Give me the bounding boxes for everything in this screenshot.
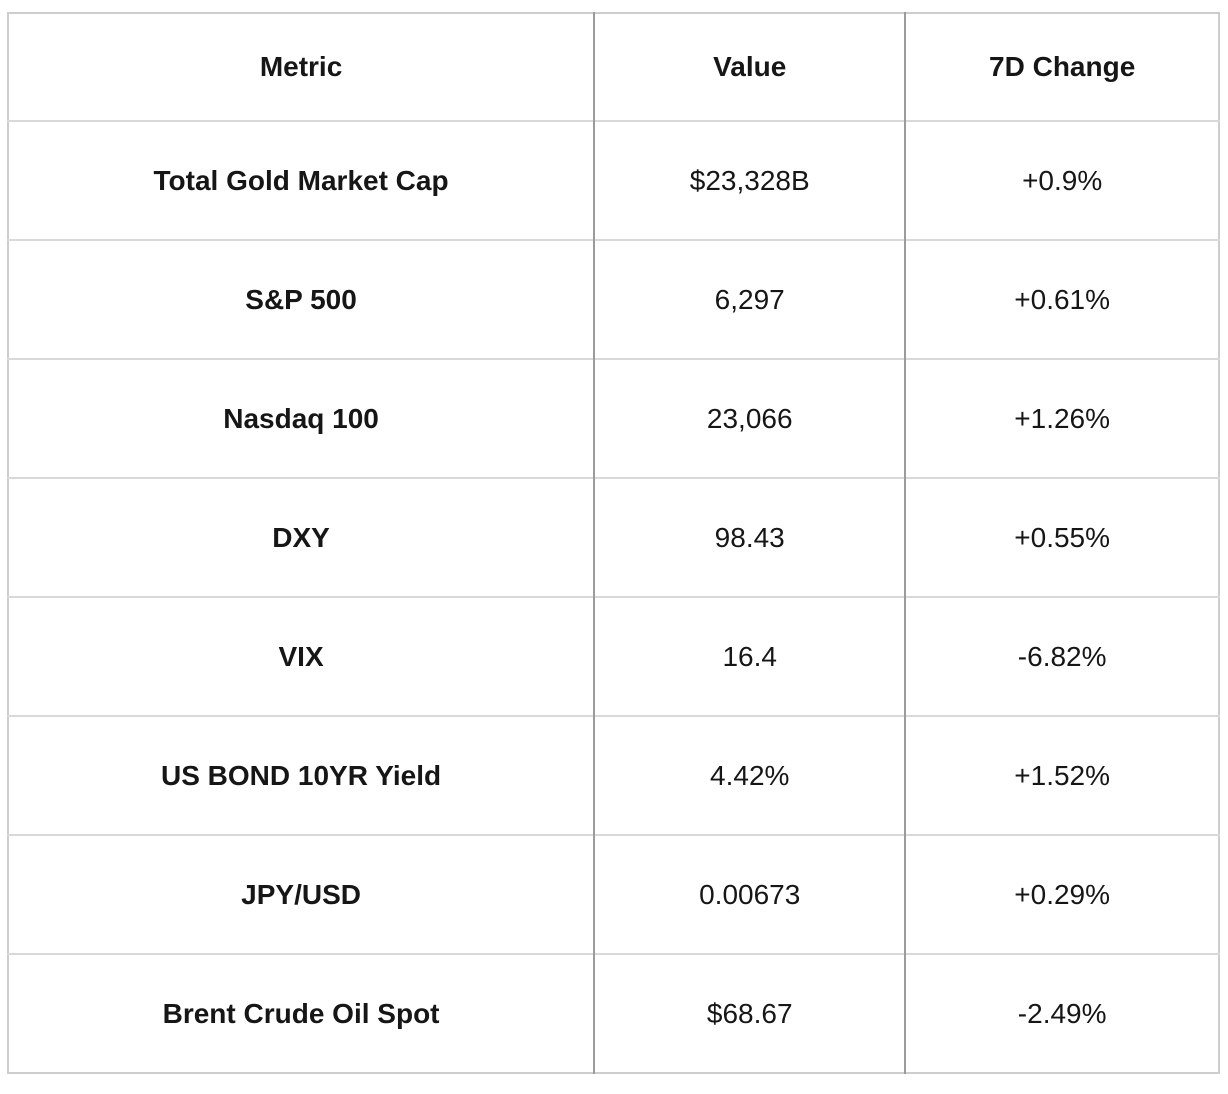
metric-cell: Nasdaq 100 <box>223 402 379 434</box>
column-header-value: Value <box>593 13 906 121</box>
table-row: VIX 16.4 -6.82% <box>8 597 1219 716</box>
market-metrics-table: Metric Value 7D Change Total Gold Market… <box>7 12 1220 1074</box>
table-row: Total Gold Market Cap $23,328B +0.9% <box>8 121 1219 240</box>
change-cell: -2.49% <box>904 954 1219 1073</box>
value-cell: $68.67 <box>593 954 906 1073</box>
table-row: Nasdaq 100 23,066 +1.26% <box>8 359 1219 478</box>
column-header-metric: Metric <box>259 51 343 83</box>
change-cell: +0.61% <box>904 240 1219 359</box>
change-cell: +0.29% <box>904 835 1219 954</box>
change-cell: +0.55% <box>904 478 1219 597</box>
metric-cell: Total Gold Market Cap <box>153 164 449 196</box>
table-row: S&P 500 6,297 +0.61% <box>8 240 1219 359</box>
value-cell: 4.42% <box>593 716 906 835</box>
metric-cell: US BOND 10YR Yield <box>161 759 442 791</box>
table-row: JPY/USD 0.00673 +0.29% <box>8 835 1219 954</box>
table-row: DXY 98.43 +0.55% <box>8 478 1219 597</box>
value-cell: 6,297 <box>593 240 906 359</box>
value-cell: $23,328B <box>593 121 906 240</box>
metric-cell: VIX <box>278 640 324 672</box>
metric-cell: S&P 500 <box>245 283 357 315</box>
metric-cell: JPY/USD <box>241 878 361 910</box>
table-row: Brent Crude Oil Spot $68.67 -2.49% <box>8 954 1219 1073</box>
value-cell: 98.43 <box>593 478 906 597</box>
change-cell: +1.26% <box>904 359 1219 478</box>
change-cell: +1.52% <box>904 716 1219 835</box>
change-cell: -6.82% <box>904 597 1219 716</box>
metric-cell: DXY <box>272 521 330 553</box>
change-cell: +0.9% <box>904 121 1219 240</box>
metric-cell: Brent Crude Oil Spot <box>162 997 440 1029</box>
header-row: Metric Value 7D Change <box>8 13 1219 121</box>
value-cell: 23,066 <box>593 359 906 478</box>
value-cell: 0.00673 <box>593 835 906 954</box>
table-row: US BOND 10YR Yield 4.42% +1.52% <box>8 716 1219 835</box>
column-header-7d-change: 7D Change <box>904 13 1219 121</box>
value-cell: 16.4 <box>593 597 906 716</box>
